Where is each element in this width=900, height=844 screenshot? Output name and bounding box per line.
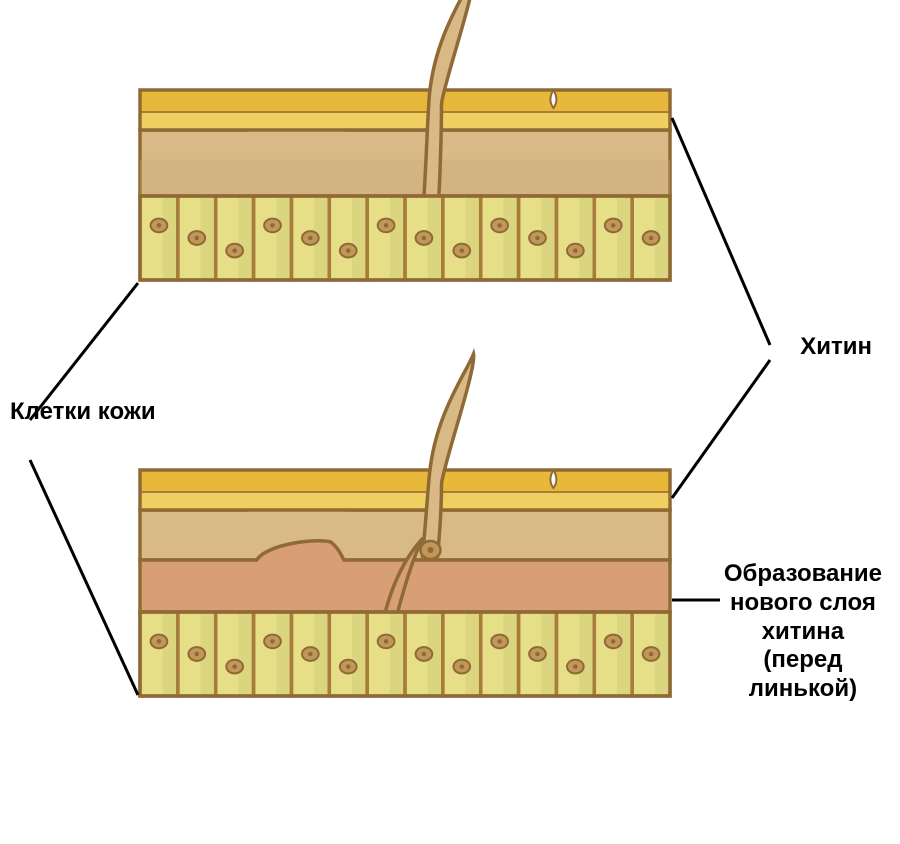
label-chitin: Хитин bbox=[800, 333, 872, 362]
label-skin-cells: Клетки кожи bbox=[10, 398, 156, 427]
label-new-chitin: Образование нового слоя хитина (перед ли… bbox=[724, 560, 882, 704]
